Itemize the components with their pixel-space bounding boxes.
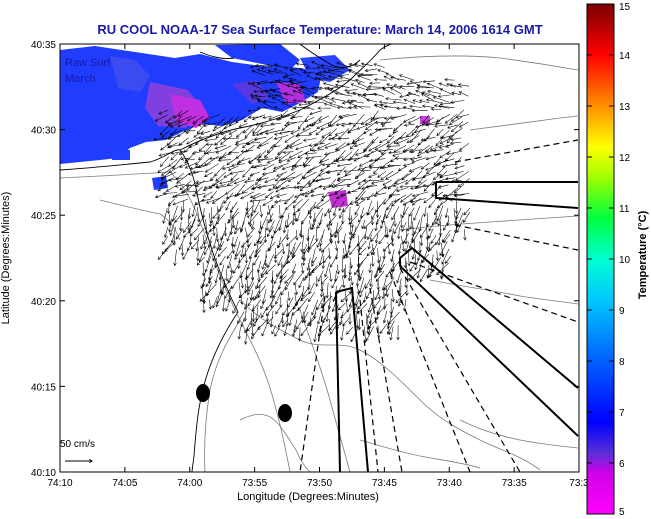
x-axis-label: Longitude (Degrees:Minutes): [237, 491, 379, 503]
colorbar: 15 14 13 12 11 10 9 8 7 6 5 Temperature (°C): [586, 2, 649, 518]
colorbar-tick-label: 10: [619, 255, 631, 266]
colorbar-ticks: 15 14 13 12 11 10 9 8 7 6 5: [587, 2, 631, 518]
colorbar-tick-label: 15: [619, 2, 631, 13]
x-tick-label: 73:40: [437, 478, 462, 489]
x-tick-label: 73:3: [569, 478, 589, 489]
station-marker: [196, 384, 210, 402]
x-tick-label: 73:35: [502, 478, 527, 489]
station-marker: [278, 404, 292, 422]
dashed-transect-lines: [299, 139, 579, 473]
colorbar-tick-label: 8: [619, 357, 625, 368]
y-axis: 40:35 40:30 40:25 40:20 40:15 40:10: [31, 40, 579, 479]
overlay-text-line1: Raw Surf: [65, 57, 111, 69]
y-axis-label: Latitude (Degrees:Minutes): [0, 192, 12, 325]
current-vectors: [153, 61, 471, 345]
y-tick-label: 40:25: [31, 211, 56, 222]
map-title: RU COOL NOAA-17 Sea Surface Temperature:…: [97, 22, 543, 37]
x-tick-label: 74:00: [177, 478, 202, 489]
y-tick-label: 40:35: [31, 40, 56, 51]
colorbar-tick-label: 9: [619, 306, 625, 317]
vector-scale: 50 cm/s: [60, 439, 95, 461]
x-tick-label: 74:10: [47, 478, 72, 489]
colorbar-tick-label: 12: [619, 153, 631, 164]
x-axis: 74:10 74:05 74:00 73:55 73:50 73:45 73:40 73:35…: [47, 44, 589, 489]
colorbar-tick-label: 6: [619, 459, 625, 470]
scale-label: 50 cm/s: [60, 439, 95, 450]
x-tick-label: 73:50: [307, 478, 332, 489]
colorbar-tick-label: 14: [619, 51, 631, 62]
colorbar-title: Temperature (°C): [637, 210, 649, 299]
x-tick-label: 73:45: [372, 478, 397, 489]
current-vector-field: [153, 61, 471, 345]
colorbar-tick-label: 11: [619, 204, 630, 215]
x-tick-label: 73:55: [242, 478, 267, 489]
colorbar-tick-label: 13: [619, 102, 631, 113]
overlay-text-line2: March: [65, 73, 96, 85]
colorbar-tick-label: 7: [619, 408, 625, 419]
transect-boxes: [335, 181, 579, 473]
x-tick-label: 74:05: [112, 478, 137, 489]
y-tick-label: 40:30: [31, 126, 56, 137]
y-tick-label: 40:10: [31, 468, 56, 479]
colorbar-tick-label: 5: [619, 507, 625, 518]
y-tick-label: 40:20: [31, 297, 56, 308]
y-tick-label: 40:15: [31, 382, 56, 393]
sst-raster: [60, 44, 430, 208]
